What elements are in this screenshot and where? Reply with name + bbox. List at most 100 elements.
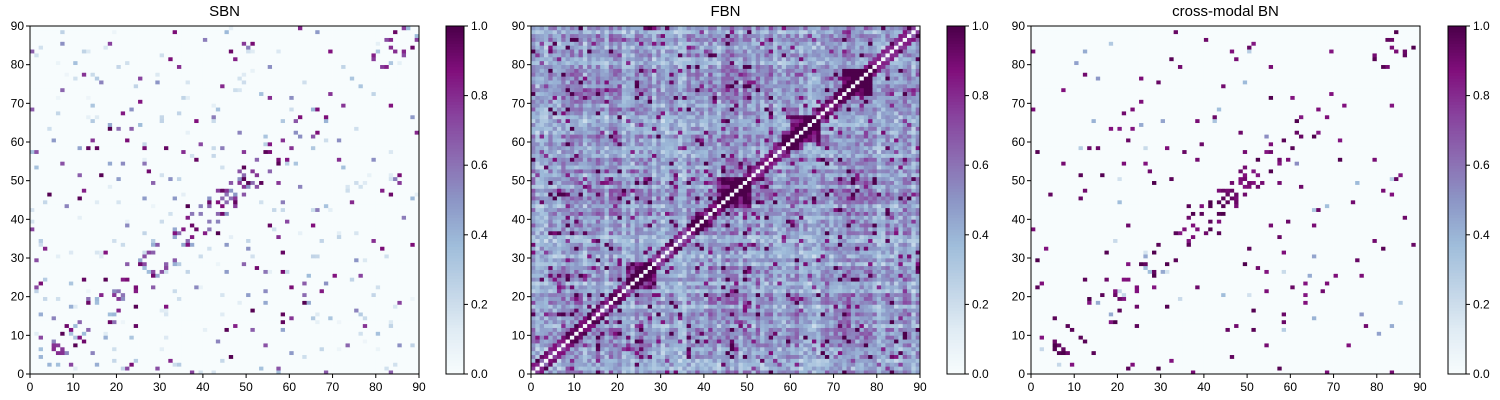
heatmap-cell	[310, 180, 316, 185]
heatmap-cell	[319, 258, 325, 263]
heatmap-cell	[30, 331, 35, 336]
heatmap-cell	[168, 269, 173, 274]
heatmap-cell	[233, 269, 238, 274]
heatmap-cell	[393, 316, 398, 321]
heatmap-cell	[125, 316, 130, 321]
heatmap-cell	[315, 207, 320, 212]
heatmap-cell	[332, 184, 338, 189]
heatmap-cell	[55, 358, 61, 363]
heatmap-cell	[77, 281, 83, 286]
heatmap-cell	[112, 300, 117, 305]
heatmap-cell	[336, 261, 342, 267]
heatmap-cell	[202, 354, 208, 359]
heatmap-cell	[384, 200, 390, 205]
heatmap-cell	[77, 211, 83, 216]
heatmap-cell	[211, 335, 217, 340]
heatmap-cell	[371, 265, 377, 270]
heatmap-cell	[267, 292, 273, 298]
heatmap-cell	[341, 296, 346, 301]
heatmap-cell	[77, 346, 83, 352]
heatmap-cell	[380, 296, 385, 301]
heatmap-cell	[397, 172, 403, 178]
heatmap-cell	[254, 261, 260, 267]
heatmap-cell	[133, 316, 139, 321]
heatmap-cell	[401, 339, 407, 344]
heatmap-cell	[289, 343, 294, 348]
heatmap-cell	[151, 254, 156, 259]
heatmap-cell	[358, 354, 364, 359]
heatmap-cell	[384, 169, 390, 174]
heatmap-cell	[103, 258, 109, 263]
heatmap-cell	[73, 192, 78, 197]
heatmap-cell	[155, 172, 161, 178]
heatmap-cell	[276, 323, 282, 328]
heatmap-cell	[367, 196, 372, 201]
heatmap-cell	[289, 230, 294, 236]
heatmap-cell	[388, 362, 394, 367]
heatmap-cell	[176, 354, 182, 359]
heatmap-cell	[246, 234, 251, 240]
heatmap-cell	[362, 370, 368, 375]
heatmap-cell	[94, 346, 100, 352]
heatmap-cell	[393, 234, 398, 240]
heatmap-cell	[194, 277, 199, 282]
heatmap-cell	[185, 370, 191, 375]
heatmap-cell	[259, 254, 264, 259]
heatmap-cell	[64, 200, 70, 205]
heatmap-cell	[289, 354, 294, 359]
heatmap-cell	[397, 323, 403, 328]
heatmap-cell	[380, 188, 385, 193]
heatmap-cell	[73, 285, 78, 290]
heatmap-cell	[185, 242, 191, 247]
heatmap-cell	[328, 227, 333, 232]
heatmap-cell	[224, 319, 230, 325]
heatmap-cell	[125, 358, 130, 363]
heatmap-cell	[297, 161, 303, 166]
heatmap-cell	[189, 358, 195, 363]
heatmap-cell	[38, 304, 44, 309]
heatmap-cell	[297, 227, 303, 232]
heatmap-cell	[185, 300, 191, 305]
heatmap-cell	[38, 269, 44, 274]
heatmap-cell	[367, 258, 372, 263]
heatmap-cell	[336, 184, 342, 189]
heatmap-cell	[380, 165, 385, 170]
heatmap-cell	[73, 370, 78, 375]
heatmap-cell	[306, 250, 312, 255]
heatmap-cell	[306, 339, 312, 344]
heatmap-cell	[68, 281, 74, 286]
heatmap-cell	[228, 354, 234, 359]
heatmap-cell	[297, 331, 303, 336]
heatmap-cell	[55, 165, 61, 170]
heatmap-cell	[55, 339, 61, 344]
heatmap-cell	[388, 261, 394, 267]
heatmap-cell	[306, 323, 312, 328]
heatmap-cell	[129, 265, 135, 270]
heatmap-cell	[133, 223, 139, 228]
heatmap-cell	[51, 161, 57, 166]
heatmap-cell	[211, 285, 217, 290]
heatmap-cell	[90, 327, 96, 332]
heatmap-cell	[406, 196, 411, 201]
heatmap-cell	[410, 331, 416, 336]
heatmap-cell	[73, 219, 78, 224]
heatmap-cell	[68, 157, 74, 162]
heatmap-cell	[86, 184, 91, 189]
heatmap-cell	[194, 196, 199, 201]
heatmap-cell	[297, 207, 303, 212]
heatmap-cell	[375, 200, 381, 205]
heatmap-cell	[285, 254, 290, 259]
heatmap-cell	[163, 277, 169, 282]
heatmap-cell	[410, 254, 416, 259]
heatmap-cell	[371, 277, 377, 282]
heatmap-cell	[406, 354, 411, 359]
heatmap-cell	[163, 172, 169, 178]
heatmap-cell	[323, 169, 329, 174]
heatmap-cell	[345, 258, 351, 263]
heatmap-cell	[64, 242, 70, 247]
heatmap-cell	[302, 169, 307, 174]
heatmap-cell	[142, 308, 148, 313]
heatmap-cell	[38, 246, 44, 251]
heatmap-cell	[328, 296, 333, 301]
heatmap-cell	[220, 277, 225, 282]
